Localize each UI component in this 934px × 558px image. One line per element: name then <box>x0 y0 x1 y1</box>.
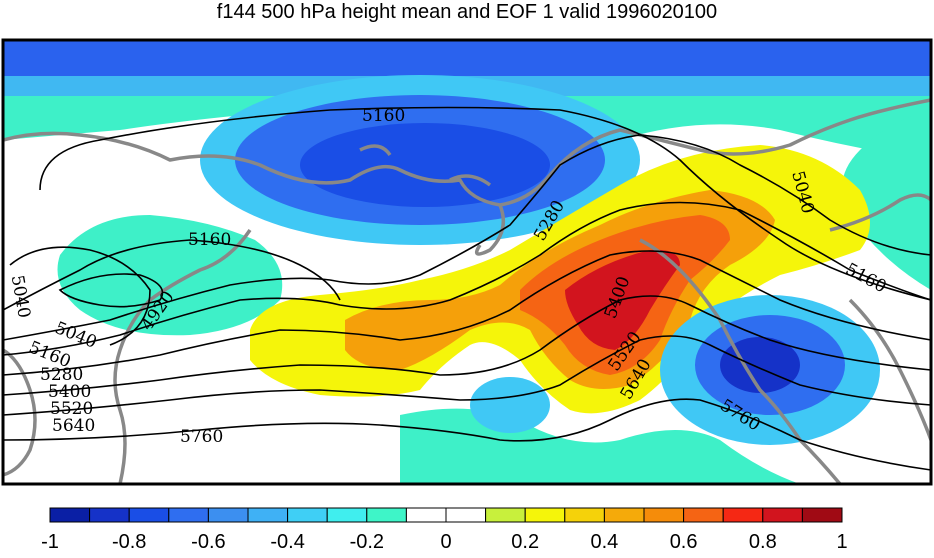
contour-lines <box>3 106 931 471</box>
contour-label: 5400 <box>48 382 91 402</box>
colorbar-tick-label: 0 <box>440 531 452 553</box>
colorbar-swatch <box>405 507 447 523</box>
shade-top-band <box>3 40 931 78</box>
colorbar-swatch <box>524 507 566 523</box>
colorbar-tick-label: 0.8 <box>748 531 777 553</box>
colorbar-tick-label: -0.2 <box>349 531 385 553</box>
contour-label: 5280 <box>40 365 83 385</box>
colorbar-tick-label: -1 <box>41 531 59 553</box>
shade-blue-low-inner <box>300 123 550 207</box>
colorbar-swatch <box>722 507 764 523</box>
colorbar-swatch <box>128 507 170 523</box>
colorbar-swatch <box>287 507 328 523</box>
colorbar-swatch <box>643 507 685 523</box>
colorbar-swatch <box>683 507 724 523</box>
colorbar-swatch <box>445 507 487 523</box>
shade-cyan-east <box>842 110 931 290</box>
shade-blue-south-small <box>470 377 550 433</box>
shaded-field <box>3 40 931 484</box>
map-frame <box>1 38 933 486</box>
colorbar-swatch <box>168 507 209 523</box>
colorbar-swatch <box>603 507 645 523</box>
colorbar-tick-label: -0.6 <box>191 531 226 553</box>
colorbar-tick-label: 0.4 <box>590 531 619 553</box>
colorbar-swatch <box>89 507 130 523</box>
colorbar-swatch <box>801 507 843 523</box>
map-title: f144 500 hPa height mean and EOF 1 valid… <box>216 1 718 23</box>
contour-label: 5160 <box>188 230 231 250</box>
colorbar <box>49 507 843 523</box>
contour-label: 5520 <box>50 399 93 419</box>
colorbar-swatch <box>366 507 407 523</box>
contour-label: 5640 <box>52 416 95 436</box>
colorbar-tick-label: -0.8 <box>111 531 147 553</box>
shade-cyan-belt <box>3 96 931 160</box>
colorbar-tick-label: -0.4 <box>270 531 305 553</box>
colorbar-swatch <box>207 507 249 523</box>
colorbar-swatch <box>485 507 526 523</box>
colorbar-swatch <box>326 507 368 523</box>
contour-label: 5760 <box>180 427 223 447</box>
colorbar-swatch <box>564 507 605 523</box>
colorbar-swatch <box>49 507 91 523</box>
colorbar-tick-label: 1 <box>836 531 848 553</box>
colorbar-swatch <box>247 507 289 523</box>
colorbar-tick-label: 0.2 <box>511 531 540 553</box>
shade-blue-se-inner <box>720 337 800 393</box>
contour-label: 5160 <box>362 106 405 126</box>
colorbar-tick-label: 0.6 <box>669 531 698 553</box>
colorbar-swatch <box>762 507 803 523</box>
shade-cyan-west <box>57 215 283 336</box>
